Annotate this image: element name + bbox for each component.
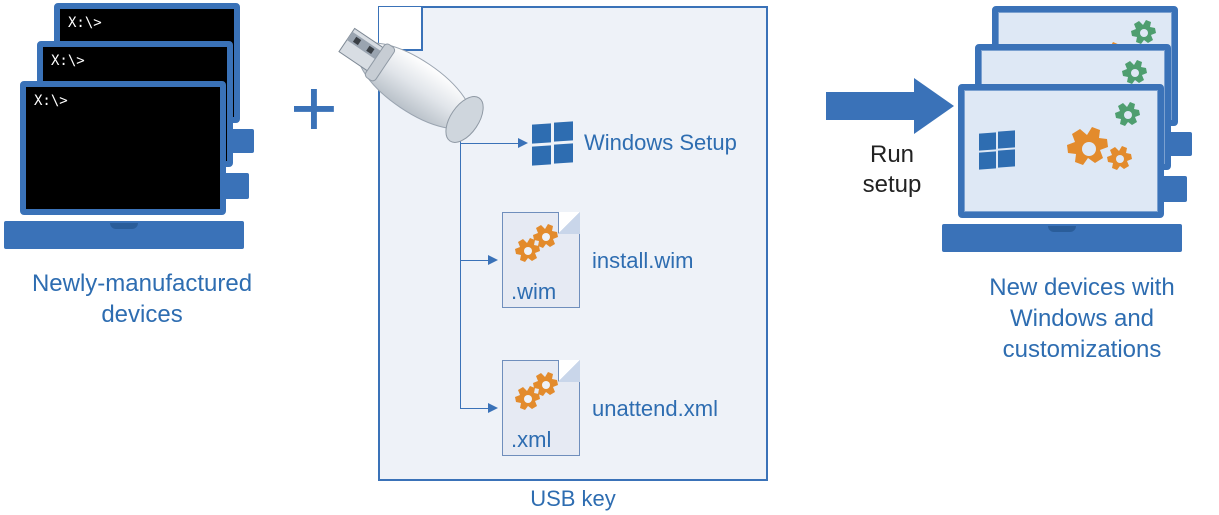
- target-devices-label: New devices withWindows andcustomization…: [948, 272, 1216, 366]
- gears-icon: [1061, 101, 1157, 187]
- windows-logo-icon: [979, 131, 1019, 171]
- gears-icon: [515, 371, 565, 415]
- target-devices-stack: [958, 6, 1218, 266]
- usb-item-windows-setup-label: Windows Setup: [584, 130, 737, 156]
- usb-key-label: USB key: [378, 486, 768, 512]
- file-icon-wim: .wim: [502, 212, 580, 308]
- laptop-front: [958, 84, 1164, 218]
- usb-drive-icon: [324, 12, 494, 152]
- file-ext-xml: .xml: [511, 427, 551, 453]
- usb-item-install-wim-label: install.wim: [592, 248, 693, 274]
- cmd-prompt: X:\>: [51, 53, 85, 69]
- source-devices-stack: X:\> X:\> X:\>: [20, 3, 280, 263]
- laptop-front: X:\>: [20, 81, 226, 215]
- source-devices-label: Newly-manufactureddevices: [2, 268, 282, 330]
- file-icon-xml: .xml: [502, 360, 580, 456]
- cmd-prompt: X:\>: [34, 93, 68, 109]
- cmd-prompt: X:\>: [68, 15, 102, 31]
- file-ext-wim: .wim: [511, 279, 556, 305]
- gears-icon: [515, 223, 565, 267]
- windows-logo-icon: [532, 122, 576, 166]
- run-setup-label: Runsetup: [842, 140, 942, 200]
- usb-item-unattend-xml-label: unattend.xml: [592, 396, 718, 422]
